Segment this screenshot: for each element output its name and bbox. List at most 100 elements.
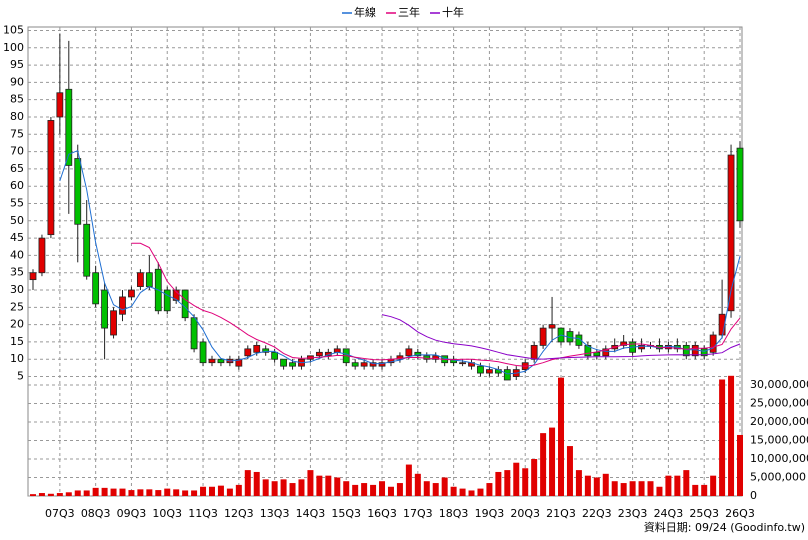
candle-body <box>65 88 73 166</box>
y-tick-label: 100 <box>3 41 24 54</box>
volume-bar <box>620 483 627 496</box>
volume-bar <box>566 446 573 496</box>
candle-body <box>593 351 601 357</box>
volume-bar <box>710 475 717 496</box>
volume-bar <box>38 493 45 496</box>
volume-bar <box>343 481 350 496</box>
volume-bar <box>298 479 305 496</box>
ma-line <box>381 314 741 360</box>
volume-bar <box>692 484 699 496</box>
y2-tick-label: 15,000,000 <box>750 434 808 447</box>
volume-bar <box>522 468 529 496</box>
volume-bar <box>558 377 565 496</box>
candle-body <box>477 365 484 374</box>
volume-bar <box>459 488 466 496</box>
volume-bar <box>432 483 439 496</box>
volume-bar <box>719 379 726 496</box>
volume-bar <box>584 475 591 496</box>
volume-bar <box>200 486 207 496</box>
volume-bar <box>30 494 36 496</box>
plot-frame <box>27 26 743 497</box>
volume-bar <box>307 470 314 496</box>
candle-body <box>83 223 91 277</box>
x-tick-label: 09Q3 <box>117 507 147 520</box>
y-tick-label: 55 <box>10 197 24 210</box>
x-tick-label: 10Q3 <box>152 507 182 520</box>
candle-body <box>360 362 368 367</box>
candle-body <box>378 362 386 367</box>
volume-bar <box>92 487 99 496</box>
volume-bar <box>182 490 189 496</box>
volume-bar <box>387 486 394 496</box>
y2-tick-label: 0 <box>750 489 757 502</box>
candle-body <box>172 289 180 301</box>
x-tick-label: 22Q3 <box>582 507 612 520</box>
volume-bar <box>468 490 475 496</box>
candle-body <box>190 317 198 350</box>
candle-body <box>74 158 82 225</box>
x-tick-label: 15Q3 <box>331 507 361 520</box>
volume-bar <box>334 477 341 496</box>
volume-bar <box>477 488 484 496</box>
candle-body <box>38 237 46 274</box>
volume-bar <box>540 433 547 496</box>
candle-body <box>163 289 171 312</box>
volume-bar <box>119 488 126 496</box>
candle-body <box>315 351 323 357</box>
y-tick-label: 45 <box>10 231 24 244</box>
y-tick-label: 25 <box>10 300 24 313</box>
candle-body <box>396 355 404 360</box>
candle-body <box>503 369 511 381</box>
candle-body <box>620 341 628 346</box>
volume-bar <box>74 490 81 496</box>
candle-body <box>709 334 717 353</box>
candle-body <box>253 344 261 353</box>
candle-body <box>119 296 126 315</box>
volume-bar <box>414 473 421 496</box>
x-tick-label: 23Q3 <box>618 507 648 520</box>
y2-tick-label: 25,000,000 <box>750 397 808 410</box>
y2-tick-label: 20,000,000 <box>750 415 808 428</box>
volume-bar <box>423 481 430 496</box>
volume-bar <box>665 475 672 496</box>
candle-body <box>459 362 466 365</box>
x-tick-label: 20Q3 <box>510 507 540 520</box>
volume-bar <box>611 481 618 496</box>
candle-body <box>199 341 207 364</box>
y-tick-label: 20 <box>10 318 24 331</box>
volume-bar <box>217 485 224 496</box>
volume-bar <box>173 489 180 496</box>
candle-body <box>548 324 556 329</box>
candle-body <box>351 362 359 367</box>
y-tick-label: 60 <box>10 179 24 192</box>
volume-bar <box>629 481 636 496</box>
y-tick-label: 65 <box>10 162 24 175</box>
volume-bar <box>65 492 72 496</box>
candle-body <box>101 289 108 329</box>
candle-body <box>369 362 377 367</box>
candle-body <box>539 327 547 346</box>
volume-bar <box>146 489 153 496</box>
candle-body <box>128 289 135 298</box>
volume-bar <box>575 470 582 496</box>
x-tick-label: 07Q3 <box>45 507 75 520</box>
candle-body <box>110 310 117 336</box>
volume-bar <box>253 471 260 496</box>
x-tick-label: 18Q3 <box>439 507 469 520</box>
y-tick-label: 35 <box>10 266 24 279</box>
y-tick-label: 10 <box>10 352 24 365</box>
y-tick-label: 15 <box>10 335 24 348</box>
x-tick-label: 08Q3 <box>81 507 111 520</box>
volume-bar <box>262 479 269 496</box>
volume-bar <box>289 483 296 496</box>
candle-body <box>736 147 744 222</box>
volume-bar <box>396 483 403 496</box>
volume-bar <box>450 486 457 496</box>
candle-body <box>145 272 153 287</box>
volume-bar <box>486 483 493 496</box>
candle-body <box>530 344 538 360</box>
y2-tick-label: 5,000,000 <box>750 471 806 484</box>
y-tick-label: 70 <box>10 145 24 158</box>
candle-body <box>29 272 37 281</box>
